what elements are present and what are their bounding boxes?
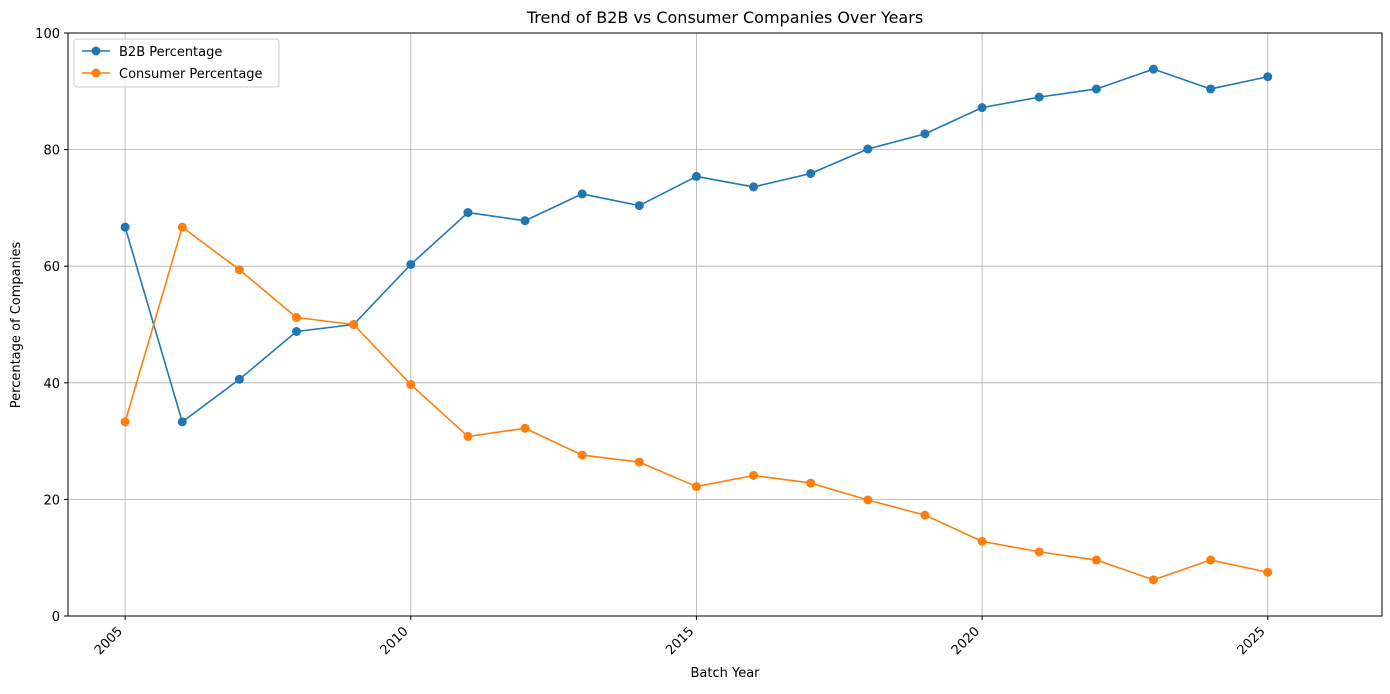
y-tick-label: 20	[43, 493, 60, 508]
consumer-data-point	[749, 470, 759, 480]
y-axis-label: Percentage of Companies	[9, 242, 24, 409]
axes-frame	[67, 32, 1383, 617]
consumer-legend-label: Consumer Percentage	[119, 67, 263, 82]
consumer-data-point	[1034, 547, 1044, 557]
x-axis-label: Batch Year	[690, 666, 760, 681]
consumer-data-point	[920, 510, 930, 520]
consumer-data-point	[634, 457, 644, 467]
consumer-data-point	[977, 536, 987, 546]
y-tick-label: 100	[35, 27, 60, 42]
b2b-data-point	[520, 216, 530, 226]
b2b-legend-marker	[91, 46, 101, 56]
x-tick-label: 2020	[949, 624, 983, 658]
x-tick-label: 2010	[378, 624, 412, 658]
b2b-data-point	[863, 144, 873, 154]
b2b-data-point	[1263, 72, 1273, 82]
grid	[68, 32, 1382, 617]
consumer-data-point	[177, 222, 187, 232]
x-tick-label: 2005	[92, 624, 126, 658]
x-tick-label: 2015	[663, 624, 697, 658]
y-tick-label: 80	[43, 144, 60, 159]
consumer-data-point	[349, 320, 359, 329]
consumer-data-point	[1148, 575, 1158, 585]
b2b-data-point	[806, 169, 816, 179]
consumer-data-point	[463, 431, 473, 441]
consumer-data-point	[292, 313, 302, 323]
consumer-data-point	[234, 265, 244, 275]
x-tick-label: 2025	[1235, 624, 1269, 658]
legend-box	[73, 38, 280, 88]
b2b-data-point	[577, 189, 587, 199]
b2b-data-point	[120, 222, 130, 232]
consumer-data-point	[806, 478, 816, 488]
b2b-data-point	[691, 171, 701, 181]
ticks: 2005 2010 2015 2020 2025 0 20 40 60 80 100	[35, 27, 1268, 658]
consumer-data-point	[577, 450, 587, 460]
b2b-data-point	[177, 417, 187, 427]
series-layer	[120, 64, 1273, 585]
b2b-data-point	[1206, 84, 1216, 94]
consumer-data-point	[1091, 555, 1101, 565]
b2b-data-point	[1148, 64, 1158, 74]
consumer-data-point	[863, 495, 873, 505]
b2b-data-point	[977, 103, 987, 113]
chart-title: Trend of B2B vs Consumer Companies Over …	[526, 8, 923, 27]
b2b-legend-label: B2B Percentage	[119, 45, 222, 60]
b2b-data-point	[463, 208, 473, 218]
b2b-data-point	[920, 129, 930, 139]
b2b-data-point	[634, 201, 644, 211]
y-tick-label: 60	[43, 260, 60, 275]
legend: B2B Percentage Consumer Percentage	[73, 38, 280, 88]
consumer-data-point	[691, 482, 701, 492]
b2b-data-point	[234, 374, 244, 384]
consumer-data-point	[1206, 555, 1216, 565]
consumer-data-point	[1263, 567, 1273, 577]
b2b-data-point	[1091, 84, 1101, 94]
consumer-data-point	[120, 417, 130, 427]
consumer-data-point	[520, 423, 530, 433]
y-tick-label: 40	[43, 377, 60, 392]
b2b-data-point	[406, 259, 416, 269]
b2b-data-point	[292, 326, 302, 336]
consumer-data-point	[406, 380, 416, 390]
b2b-data-point	[749, 182, 759, 192]
consumer-legend-marker	[91, 68, 101, 78]
b2b-data-point	[1034, 92, 1044, 102]
y-tick-label: 0	[52, 610, 60, 625]
